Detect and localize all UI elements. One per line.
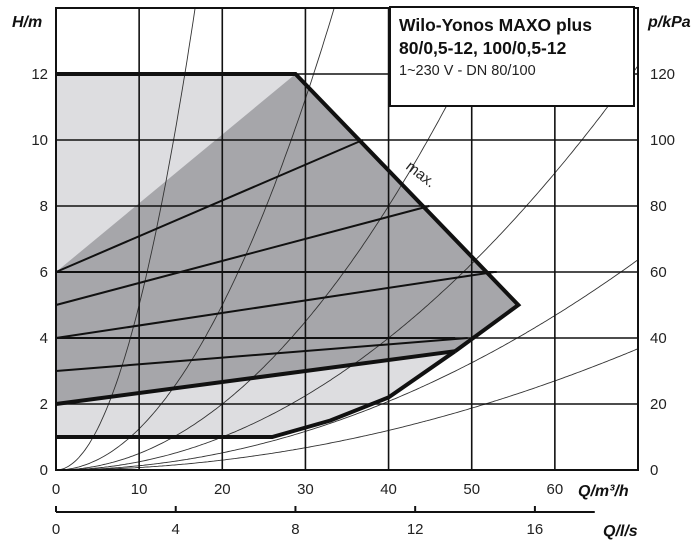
x2-tick-label: 16 (527, 521, 544, 538)
control-line (55, 139, 364, 273)
system-curve (56, 348, 639, 471)
plot-frame (55, 7, 639, 471)
x-tick-label: 20 (214, 481, 231, 498)
y-tick-label-left: 12 (31, 66, 48, 83)
control-line (55, 205, 430, 306)
y-tick-label-left: 2 (40, 396, 48, 413)
x-axis-top-title: Q/m³/h (578, 483, 629, 500)
operating-regions (56, 74, 519, 437)
control-line (55, 337, 468, 372)
envelope-lines (55, 72, 522, 439)
y-tick-label-left: 10 (31, 132, 48, 149)
system-curve (56, 65, 639, 471)
secondary-x-axis: 0 4 8 12 16 (52, 506, 595, 538)
y-tick-label-right: 80 (650, 198, 667, 215)
y-tick-label-right: 0 (650, 462, 658, 479)
y-tick-label-left: 8 (40, 198, 48, 215)
x-tick-label: 10 (131, 481, 148, 498)
y-tick-label-left: 0 (40, 462, 48, 479)
y-tick-label-right: 20 (650, 396, 667, 413)
chart-title-line-2: 80/0,5-12, 100/0,5-12 (399, 38, 567, 58)
chart-subtitle: 1~230 V - DN 80/100 (399, 63, 536, 79)
y-tick-label-left: 6 (40, 264, 48, 281)
y-axis-right-title: p/kPa (647, 14, 691, 31)
y-axis-left-title: H/m (12, 14, 42, 31)
x2-tick-label: 4 (172, 521, 180, 538)
x2-tick-label: 12 (407, 521, 424, 538)
x2-tick-label: 0 (52, 521, 60, 538)
x-tick-label: 0 (52, 481, 60, 498)
x-tick-label: 50 (463, 481, 480, 498)
y-tick-label-right: 60 (650, 264, 667, 281)
system-curve (56, 7, 335, 471)
max-annotation: max. (403, 158, 439, 191)
envelope-min-line (56, 349, 457, 439)
system-curve (55, 7, 196, 471)
y-tick-label-left: 4 (40, 330, 48, 347)
y-tick-label-right: 40 (650, 330, 667, 347)
x-tick-label: 30 (297, 481, 314, 498)
system-curve (56, 259, 639, 471)
y-tick-label-right: 100 (650, 132, 675, 149)
system-curves (55, 7, 639, 471)
x-axis-bottom-title: Q/l/s (603, 523, 638, 540)
x-tick-label: 60 (547, 481, 564, 498)
chart-title-box: Wilo-Yonos MAXO plus 80/0,5-12, 100/0,5-… (389, 6, 635, 107)
chart-title-line-1: Wilo-Yonos MAXO plus (399, 15, 592, 35)
x-tick-label: 40 (380, 481, 397, 498)
control-line (55, 271, 495, 339)
x2-tick-label: 8 (291, 521, 299, 538)
envelope-lower-line (55, 349, 456, 406)
y-tick-label-right: 120 (650, 66, 675, 83)
